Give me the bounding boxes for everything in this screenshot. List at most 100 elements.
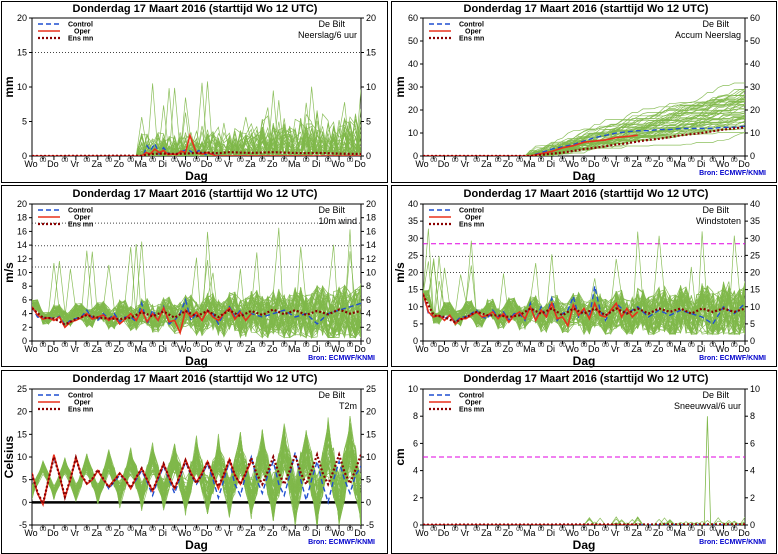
x-tick-label: Zo (267, 528, 278, 538)
y-tick-label: 10 (750, 384, 760, 394)
ensemble-member-line (32, 132, 361, 156)
y-tick-label: 10 (366, 268, 376, 278)
series-line-control (423, 125, 745, 156)
series-line-ens-mn (32, 151, 361, 156)
ensemble-member-line (423, 108, 745, 156)
y-tick-label: 0 (413, 151, 418, 161)
ensemble-member-line (423, 98, 745, 156)
x-hour-label: 00 (645, 343, 652, 349)
x-tick-label: Vr (71, 344, 80, 354)
panel-frame (1, 1, 388, 183)
x-hour-label: 00 (325, 158, 332, 164)
ensemble-member-line (32, 112, 361, 156)
x-hour-label: 00 (430, 527, 437, 533)
legend-label: Control (459, 393, 484, 400)
x-hour-label: 00 (171, 527, 178, 533)
x-hour-label: 00 (495, 527, 502, 533)
variable-label: Windstoten (696, 216, 741, 226)
ensemble-member-line (423, 518, 745, 525)
variable-label: Accum Neerslag (675, 30, 741, 40)
y-tick-label: 5 (413, 319, 418, 329)
x-tick-label: Zo (503, 344, 514, 354)
x-hour-label: 00 (709, 158, 716, 164)
x-hour-label: 00 (559, 527, 566, 533)
panel-title: Donderdag 17 Maart 2016 (starttijd Wo 12… (464, 3, 709, 15)
x-tick-label: Ma (288, 159, 301, 169)
panel-title: Donderdag 17 Maart 2016 (starttijd Wo 12… (464, 188, 709, 200)
y-tick-label: 14 (366, 240, 376, 250)
x-hour-label: 00 (731, 343, 738, 349)
x-tick-label: Zo (113, 159, 124, 169)
source-label: Bron: ECMWF/KNMI (699, 539, 766, 546)
chart-panel-wind: Donderdag 17 Maart 2016 (starttijd Wo 12… (2, 188, 376, 368)
y-tick-label: 0 (22, 151, 27, 161)
ensemble-member-line (32, 422, 361, 518)
y-tick-label: 10 (750, 302, 760, 312)
x-tick-label: Vr (224, 528, 233, 538)
x-tick-label: Wo (415, 528, 428, 538)
x-hour-label: 00 (473, 158, 480, 164)
x-tick-label: Vr (611, 159, 620, 169)
y-tick-label: 4 (366, 309, 371, 319)
x-tick-label: Do (47, 159, 59, 169)
ensemble-member-line (32, 244, 361, 339)
ensemble-member-line (32, 90, 361, 156)
x-tick-label: Zo (267, 159, 278, 169)
legend-label: Control (459, 22, 484, 29)
y-tick-label: 10 (17, 452, 27, 462)
y-tick-label: 10 (17, 268, 27, 278)
x-tick-label: Wo (716, 344, 729, 354)
legend-label: Control (68, 22, 93, 29)
ensemble-members (423, 416, 745, 525)
y-tick-label: 25 (17, 384, 27, 394)
x-hour-label: 00 (237, 527, 244, 533)
x-tick-label: Do (201, 528, 213, 538)
panel-title: Donderdag 17 Maart 2016 (starttijd Wo 12… (464, 373, 709, 385)
ensemble-member-line (32, 283, 361, 339)
x-hour-label: 00 (237, 343, 244, 349)
x-hour-label: 00 (303, 527, 310, 533)
x-hour-label: 00 (495, 158, 502, 164)
legend-label: Oper (74, 400, 91, 407)
y-tick-label: 6 (413, 438, 418, 448)
x-hour-label: 00 (516, 158, 523, 164)
x-hour-label: 00 (624, 527, 631, 533)
x-hour-label: 00 (538, 527, 545, 533)
y-tick-label: 2 (750, 493, 755, 503)
x-tick-label: Vr (224, 344, 233, 354)
y-tick-label: 15 (366, 429, 376, 439)
y-tick-label: 2 (366, 322, 371, 332)
x-hour-label: 00 (688, 527, 695, 533)
x-hour-label: 00 (259, 158, 266, 164)
y-tick-label: 0 (750, 336, 755, 346)
x-tick-label: Di (547, 344, 556, 354)
main-series (32, 132, 361, 156)
x-hour-label: 00 (105, 343, 112, 349)
x-hour-label: 00 (473, 343, 480, 349)
y-tick-label: 8 (22, 281, 27, 291)
ensemble-member-line (32, 128, 361, 156)
series-line-ens-mn (32, 451, 361, 507)
y-tick-label: 5 (750, 319, 755, 329)
y-tick-label: 2 (22, 322, 27, 332)
x-hour-label: 00 (105, 158, 112, 164)
legend-label: Oper (465, 215, 482, 222)
series-line-control (32, 452, 361, 507)
y-axis-label: Celsius (2, 435, 16, 478)
x-hour-label: 00 (452, 343, 459, 349)
y-tick-label: 0 (750, 151, 755, 161)
x-tick-label: Do (438, 528, 450, 538)
ensemble-member-line (423, 267, 745, 335)
x-axis-label: Dag (185, 354, 208, 368)
y-axis-label: cm (393, 448, 407, 465)
x-tick-label: Vr (461, 159, 470, 169)
x-hour-label: 00 (624, 158, 631, 164)
x-hour-label: 00 (105, 527, 112, 533)
y-tick-label: 20 (750, 105, 760, 115)
y-tick-label: 4 (22, 309, 27, 319)
x-hour-label: 00 (709, 343, 716, 349)
chart-panel-t2m: Donderdag 17 Maart 2016 (starttijd Wo 12… (2, 373, 376, 552)
legend-label: Control (459, 208, 484, 215)
chart-panel-accum: Donderdag 17 Maart 2016 (starttijd Wo 12… (393, 3, 766, 183)
y-tick-label: 20 (17, 13, 27, 23)
